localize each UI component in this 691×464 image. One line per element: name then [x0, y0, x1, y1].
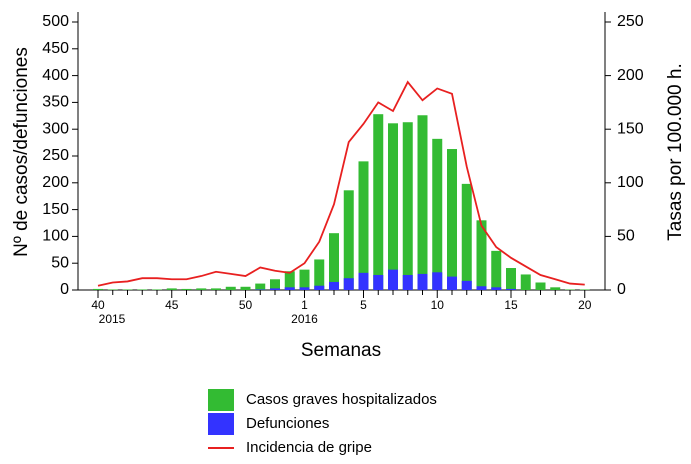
bar — [299, 269, 310, 290]
bar — [402, 122, 413, 291]
bar — [343, 190, 354, 290]
bar — [255, 283, 266, 290]
bar — [417, 115, 428, 290]
y-tick-label: 200 — [42, 174, 69, 191]
bar — [166, 288, 177, 290]
x-tick-label: 5 — [360, 298, 367, 312]
y-tick-label: 300 — [42, 120, 69, 137]
bar — [476, 220, 487, 290]
bar — [270, 279, 280, 290]
x-tick-label: 40 — [91, 298, 105, 312]
y2-tick-label: 50 — [617, 228, 635, 245]
bar — [284, 287, 295, 290]
bar — [579, 289, 590, 290]
bar — [343, 278, 354, 290]
bar — [270, 288, 280, 290]
bar — [122, 289, 133, 290]
y2-tick-label: 200 — [617, 67, 644, 84]
bar — [388, 269, 398, 290]
y-tick-label: 450 — [42, 40, 69, 57]
y2-axis-label: Tasas por 100.000 h. — [665, 63, 686, 240]
y-tick-label: 100 — [42, 228, 69, 245]
y-tick-label: 500 — [42, 13, 69, 30]
bar — [550, 287, 561, 290]
bar — [358, 272, 369, 290]
bar — [388, 123, 398, 290]
y-tick-label: 150 — [42, 201, 69, 218]
bar — [491, 287, 502, 290]
x-tick-label: 45 — [165, 298, 179, 312]
x-tick-label: 15 — [504, 298, 518, 312]
x-axis-label: Semanas — [301, 340, 381, 361]
legend-label: Defunciones — [246, 415, 329, 432]
legend-label: Casos graves hospitalizados — [246, 391, 437, 408]
bar — [506, 288, 516, 290]
bar — [565, 289, 575, 290]
x-tick-label: 1 — [301, 298, 308, 312]
bar — [520, 274, 531, 290]
y-tick-label: 350 — [42, 94, 69, 111]
x-tick-label: 10 — [431, 298, 445, 312]
bar — [314, 259, 325, 290]
year-label: 2015 — [99, 312, 126, 326]
y-tick-label: 0 — [60, 281, 69, 298]
y-tick-label: 400 — [42, 67, 69, 84]
bar — [196, 288, 207, 290]
y2-tick-label: 250 — [617, 13, 644, 30]
bar — [299, 287, 310, 290]
bar — [461, 280, 472, 290]
bar — [240, 286, 251, 290]
bar — [107, 289, 118, 290]
year-label: 2016 — [291, 312, 318, 326]
bar — [461, 183, 472, 290]
bar — [225, 286, 236, 290]
bar — [373, 274, 384, 290]
bar — [211, 288, 221, 290]
y-tick-label: 250 — [42, 147, 69, 164]
bar — [535, 282, 546, 290]
bar — [491, 250, 502, 290]
bar — [373, 114, 384, 290]
y-axis-label: Nº de casos/defunciones — [11, 47, 32, 257]
legend-label: Incidencia de gripe — [246, 439, 372, 456]
y2-tick-label: 0 — [617, 281, 626, 298]
bar — [476, 286, 487, 290]
bar — [402, 274, 413, 290]
legend-swatch — [208, 413, 234, 435]
bar — [506, 268, 516, 290]
bar — [329, 281, 339, 290]
bar — [358, 161, 369, 290]
x-tick-label: 50 — [239, 298, 253, 312]
y2-tick-label: 100 — [617, 174, 644, 191]
bar — [329, 233, 339, 290]
bar — [432, 272, 443, 290]
legend-swatch — [208, 389, 234, 411]
bar — [432, 138, 443, 290]
line — [97, 80, 585, 287]
bar — [314, 285, 325, 290]
bar — [137, 289, 148, 290]
bar — [181, 288, 192, 290]
bar — [284, 271, 295, 290]
y-tick-label: 50 — [51, 254, 69, 271]
bar — [255, 289, 266, 290]
bar — [93, 288, 103, 290]
y2-tick-label: 150 — [617, 120, 644, 137]
bar — [447, 276, 457, 290]
bar — [417, 273, 428, 290]
bar — [447, 149, 457, 290]
bar — [152, 289, 162, 290]
x-tick-label: 20 — [578, 298, 592, 312]
